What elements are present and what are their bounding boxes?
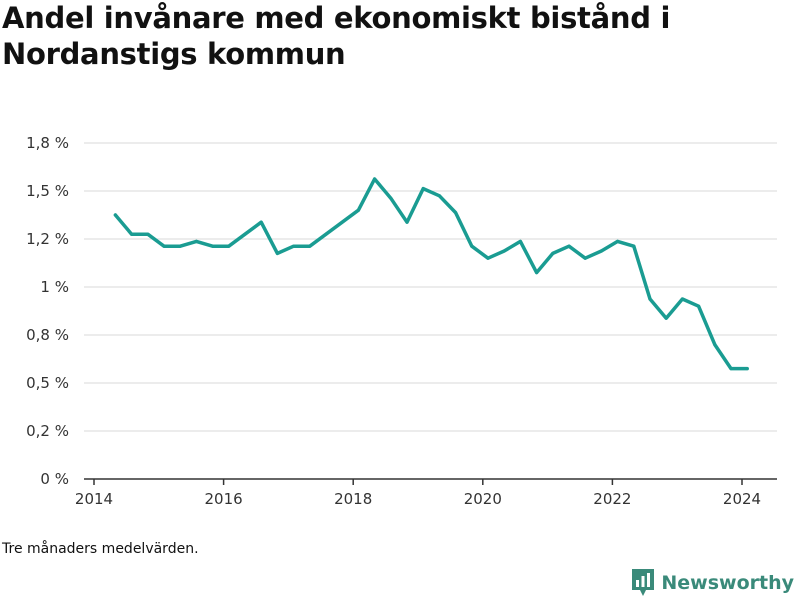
y-tick-label: 0,2 % — [26, 422, 69, 440]
data-point — [648, 297, 652, 301]
data-point — [405, 220, 409, 224]
brand-name: Newsworthy — [661, 572, 794, 594]
data-point — [454, 211, 458, 215]
data-point — [211, 244, 215, 248]
x-axis-ticks: 2014 2016 2018 2020 2022 2024 — [75, 479, 761, 508]
data-point — [713, 343, 717, 347]
data-point — [243, 232, 247, 236]
y-axis-ticks: 0 % 0,2 % 0,5 % 0,8 % 1 % 1,2 % 1,5 % 1,8 % — [26, 134, 69, 488]
y-tick-label: 0,5 % — [26, 374, 69, 392]
data-point — [194, 239, 198, 243]
data-point — [567, 244, 571, 248]
y-tick-label: 0 % — [40, 470, 69, 488]
data-point — [292, 244, 296, 248]
y-tick-label: 0,8 % — [26, 326, 69, 344]
data-point — [486, 256, 490, 260]
y-tick-label: 1 % — [40, 278, 69, 296]
data-point — [502, 249, 506, 253]
chart-title: Andel invånare med ekonomiskt bistånd i … — [2, 1, 671, 71]
data-point — [113, 213, 117, 217]
data-point — [227, 244, 231, 248]
data-point — [470, 244, 474, 248]
data-point — [146, 232, 150, 236]
data-point — [356, 208, 360, 212]
brand-logo[interactable]: Newsworthy — [631, 568, 794, 598]
gridlines — [84, 142, 777, 432]
data-point — [324, 232, 328, 236]
data-point — [162, 244, 166, 248]
data-point — [373, 177, 377, 181]
data-point — [632, 244, 636, 248]
data-point — [259, 220, 263, 224]
y-tick-label: 1,2 % — [26, 230, 69, 248]
x-tick-label: 2022 — [593, 490, 631, 508]
data-point — [551, 251, 555, 255]
y-tick-label: 1,8 % — [26, 134, 69, 152]
data-point — [745, 367, 749, 371]
data-point — [599, 249, 603, 253]
bar-chart-logo-icon — [632, 569, 655, 596]
data-point — [535, 271, 539, 275]
x-tick-label: 2018 — [334, 490, 372, 508]
data-point — [178, 244, 182, 248]
data-point — [340, 220, 344, 224]
data-point — [421, 187, 425, 191]
data-point — [437, 194, 441, 198]
data-point — [275, 251, 279, 255]
data-point — [518, 239, 522, 243]
series-line — [113, 177, 749, 371]
data-point — [130, 232, 134, 236]
data-point — [680, 297, 684, 301]
x-tick-label: 2020 — [464, 490, 502, 508]
data-point — [389, 196, 393, 200]
y-tick-label: 1,5 % — [26, 182, 69, 200]
data-point — [616, 239, 620, 243]
data-point — [664, 316, 668, 320]
x-tick-label: 2014 — [75, 490, 113, 508]
data-point — [308, 244, 312, 248]
data-point — [729, 367, 733, 371]
data-point — [697, 304, 701, 308]
footnote: Tre månaders medelvärden. — [2, 541, 199, 557]
data-point — [583, 256, 587, 260]
series-layer — [113, 177, 749, 371]
x-tick-label: 2024 — [723, 490, 761, 508]
x-tick-label: 2016 — [205, 490, 243, 508]
